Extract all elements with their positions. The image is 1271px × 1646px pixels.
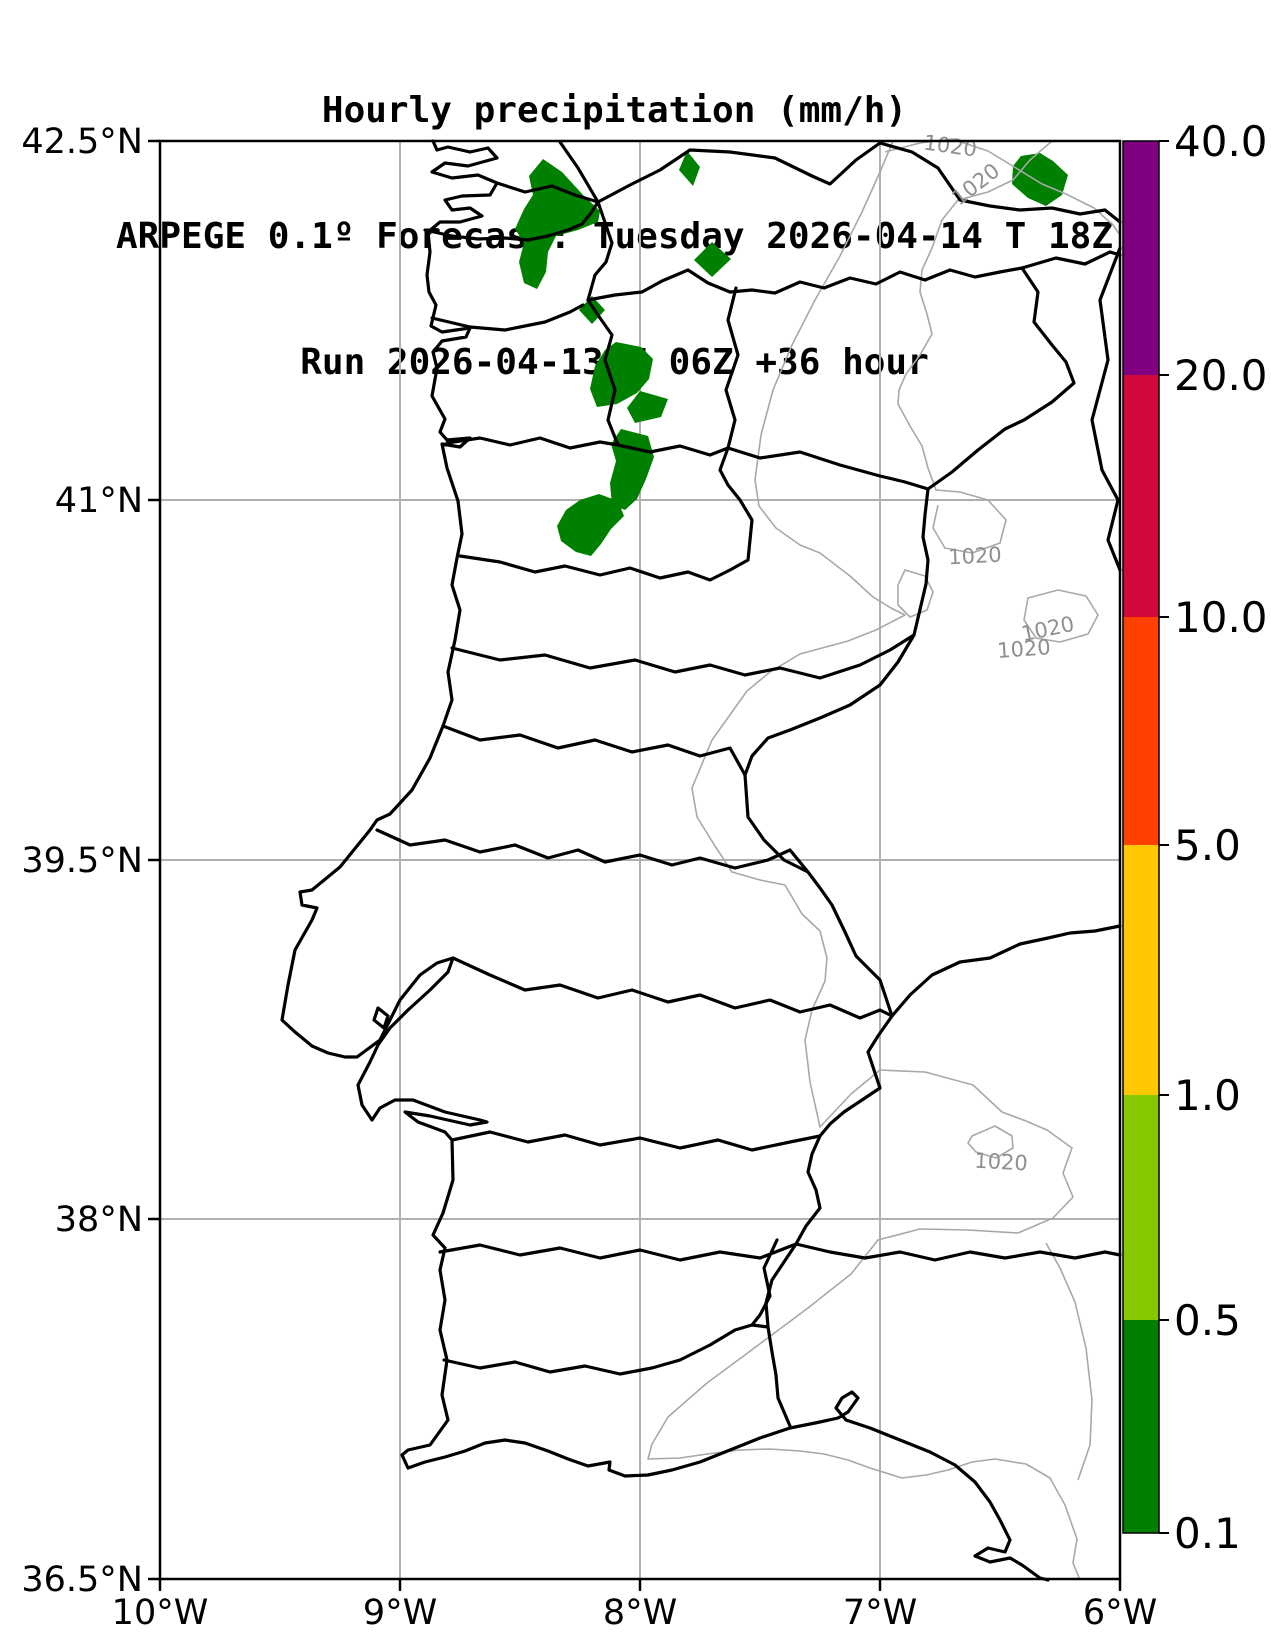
y-tick-label: 41°N [55, 481, 143, 521]
colorbar-outline [1122, 140, 1160, 1534]
border-layer [375, 140, 1122, 1428]
isobar-line [884, 138, 1121, 236]
precip-patch [627, 391, 668, 423]
precip-patch [515, 159, 600, 289]
colorbar-tick-label: 0.5 [1174, 1296, 1241, 1345]
isobar-line [897, 140, 1053, 554]
isobar-line [1045, 1242, 1093, 1481]
axes-frame [148, 139, 1122, 1591]
colorbar-segment-01-05 [1123, 1320, 1159, 1533]
colorbar-segment-10-20 [1123, 375, 1159, 617]
x-tick-label: 8°W [603, 1593, 677, 1633]
y-tick-label: 39.5°N [21, 841, 143, 881]
isobar-label: 1020 [974, 1149, 1029, 1176]
isobar-line [967, 1125, 1014, 1159]
colorbar: 40.0 20.0 10.0 5.0 1.0 0.5 0.1 [1122, 117, 1268, 1558]
coastline [280, 139, 1050, 1582]
y-axis-labels: 42.5°N 41°N 39.5°N 38°N 36.5°N [21, 122, 143, 1600]
isobar-label: 1020 [996, 635, 1051, 663]
colorbar-segment-20-40 [1123, 141, 1159, 375]
isobar-labels: 1020 1020 1020 1020 1020 1020 [922, 130, 1076, 1175]
country-border [423, 200, 1076, 1428]
colorbar-tick-label: 40.0 [1174, 117, 1268, 166]
x-tick-label: 10°W [112, 1593, 209, 1633]
colorbar-segment-1-5 [1123, 845, 1159, 1095]
x-tick-label: 6°W [1083, 1593, 1157, 1633]
x-tick-label: 7°W [843, 1593, 917, 1633]
y-tick-label: 42.5°N [21, 122, 143, 162]
precip-patch [694, 242, 731, 277]
isobar-label: 1020 [922, 130, 978, 161]
precipitation-layer [515, 151, 1068, 556]
colorbar-segment-5-10 [1123, 617, 1159, 845]
isobar-label: 1020 [948, 543, 1003, 570]
x-axis-labels: 10°W 9°W 8°W 7°W 6°W [112, 1593, 1158, 1633]
title-line-1: Hourly precipitation (mm/h) [321, 90, 908, 131]
colorbar-tick-label: 5.0 [1174, 821, 1241, 870]
district-boundaries [375, 140, 1122, 1376]
precip-patch [557, 494, 624, 556]
colorbar-segment-05-1 [1123, 1095, 1159, 1320]
coastline-layer [280, 139, 1050, 1582]
colorbar-labels: 40.0 20.0 10.0 5.0 1.0 0.5 0.1 [1174, 117, 1268, 1558]
precip-patch [1012, 153, 1068, 206]
precip-patch [679, 151, 700, 186]
isobar-line [647, 140, 1081, 1581]
x-tick-label: 9°W [363, 1593, 437, 1633]
y-tick-label: 36.5°N [21, 1560, 143, 1600]
isobar-line [1023, 589, 1099, 643]
colorbar-tick-label: 10.0 [1174, 593, 1268, 642]
colorbar-tick-label: 1.0 [1174, 1071, 1241, 1120]
y-tick-label: 38°N [55, 1200, 143, 1240]
colorbar-tick-label: 0.1 [1174, 1509, 1241, 1558]
colorbar-tick-label: 20.0 [1174, 351, 1268, 400]
